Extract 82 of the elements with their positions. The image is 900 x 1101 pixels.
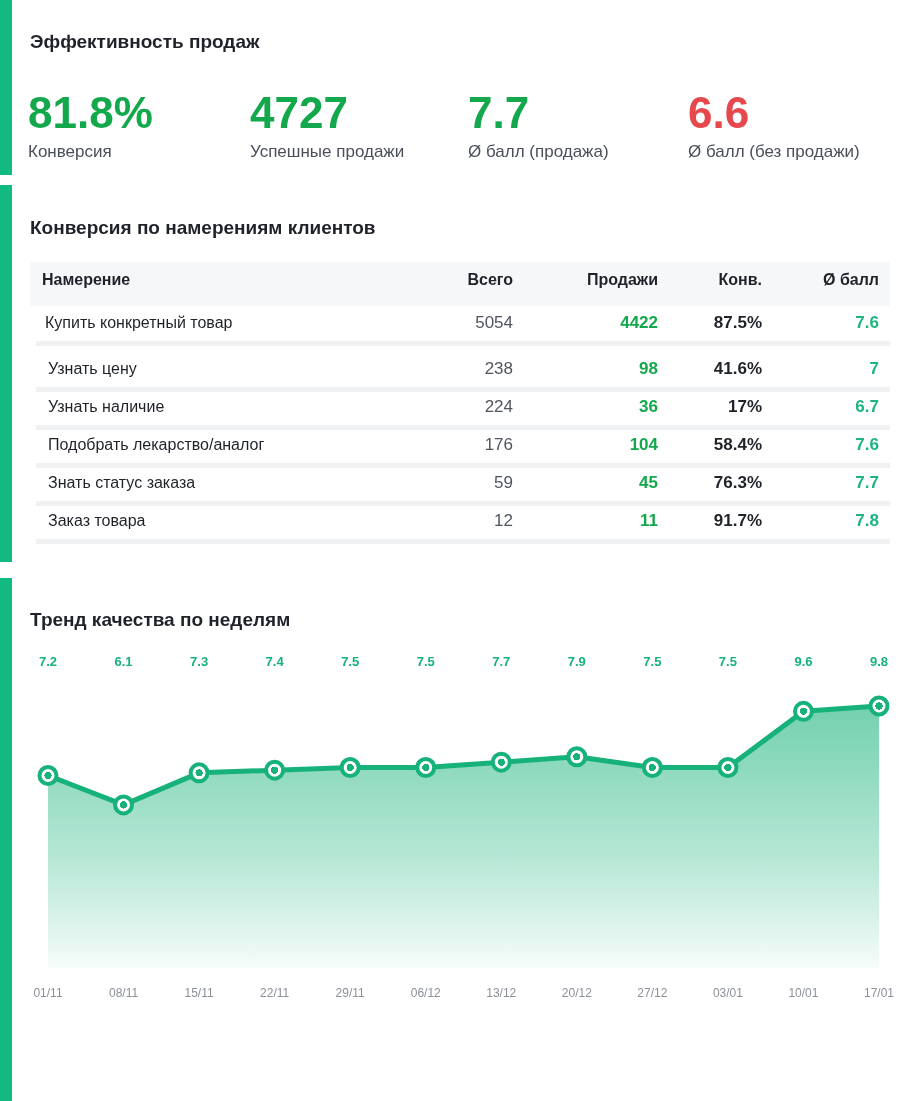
data-label: 7.5 (416, 654, 435, 669)
category-label: Ø балл (без продажи) (688, 142, 860, 161)
data-label: 7.7 (855, 473, 879, 492)
data-label: 7.2 (38, 654, 58, 669)
data-label: 7.4 (265, 654, 285, 669)
data-label: 7.7 (468, 88, 530, 137)
point (868, 695, 890, 717)
data-label: 7.6 (855, 435, 879, 454)
x-tick-label: 29/11 (335, 986, 366, 1000)
data-label: 7.9 (567, 654, 586, 669)
x-tick-label: 13/12 (486, 986, 517, 1000)
data-label: 5054 (475, 313, 513, 332)
x-tick-label: 03/01 (712, 986, 744, 1000)
data-label: 81.8% (28, 88, 153, 137)
point (37, 765, 59, 787)
point (264, 759, 286, 781)
point (717, 756, 739, 778)
category-label: Купить конкретный товар (45, 314, 233, 331)
x-tick-label: 08/11 (108, 986, 139, 1000)
chart-title: Тренд качества по неделям (30, 609, 291, 630)
text: Эффективность продаж (30, 31, 260, 52)
category-label: Заказ товара (48, 512, 146, 529)
category-label: Узнать наличие (48, 398, 165, 415)
text: Намерение (42, 271, 131, 288)
data-label: 87.5% (713, 313, 762, 332)
data-label: 7.5 (718, 654, 737, 669)
text: Ø балл (823, 271, 879, 288)
point (641, 756, 663, 778)
data-label: 36 (639, 397, 658, 416)
data-label: 17% (727, 397, 762, 416)
category-label: Успешные продажи (250, 142, 405, 161)
data-label: 45 (639, 473, 658, 492)
category-label: Знать статус заказа (48, 474, 196, 491)
data-label: 12 (494, 511, 513, 530)
data-label: 7.5 (643, 654, 662, 669)
point (415, 756, 437, 778)
x-tick-label: 27/12 (637, 986, 668, 1000)
text: Продажи (586, 271, 658, 288)
data-label: 41.6% (713, 359, 762, 378)
x-tick-label: 22/11 (260, 986, 290, 1000)
data-label: 7.7 (492, 654, 511, 669)
point (792, 700, 814, 722)
x-tick-label: 01/11 (33, 986, 63, 1000)
x-tick-label: 20/12 (561, 986, 593, 1000)
category-label: Ø балл (продажа) (468, 142, 609, 161)
data-label: 98 (639, 359, 658, 378)
data-label: 59 (494, 473, 513, 492)
category-label: Подобрать лекарство/аналог (48, 436, 265, 453)
data-label: 7 (869, 359, 879, 378)
x-tick-label: 10/01 (788, 986, 819, 1000)
data-label: 224 (484, 397, 513, 416)
data-label: 238 (484, 359, 513, 378)
data-label: 7.8 (855, 511, 879, 530)
data-label: 58.4% (713, 435, 762, 454)
data-label: 4727 (250, 88, 348, 137)
data-label: 6.7 (855, 397, 879, 416)
data-label: 76.3% (713, 473, 762, 492)
text: Всего (467, 271, 514, 288)
text: Конв. (718, 271, 762, 288)
data-label: 91.7% (713, 511, 762, 530)
data-label: 9.6 (794, 654, 813, 669)
point (566, 746, 588, 768)
x-tick-label: 17/01 (863, 986, 895, 1000)
data-label: 11 (640, 511, 658, 530)
text: Конверсия по намерениям клиентов (30, 217, 376, 238)
point (113, 794, 135, 816)
data-label: 4422 (620, 313, 658, 332)
category-label: Конверсия (28, 142, 112, 161)
data-label: 6.1 (114, 654, 133, 669)
data-label: 7.3 (190, 654, 209, 669)
data-label: 7.5 (341, 654, 360, 669)
category-label: Узнать цену (48, 360, 137, 377)
data-label: 7.6 (855, 313, 879, 332)
data-label: 6.6 (688, 88, 750, 137)
data-label: 9.8 (869, 654, 889, 669)
point (188, 762, 210, 784)
point (490, 751, 512, 773)
data-label: 104 (629, 435, 659, 454)
x-tick-label: 15/11 (184, 986, 214, 1000)
point (339, 756, 361, 778)
data-label: 176 (484, 435, 513, 454)
x-tick-label: 06/12 (410, 986, 442, 1000)
